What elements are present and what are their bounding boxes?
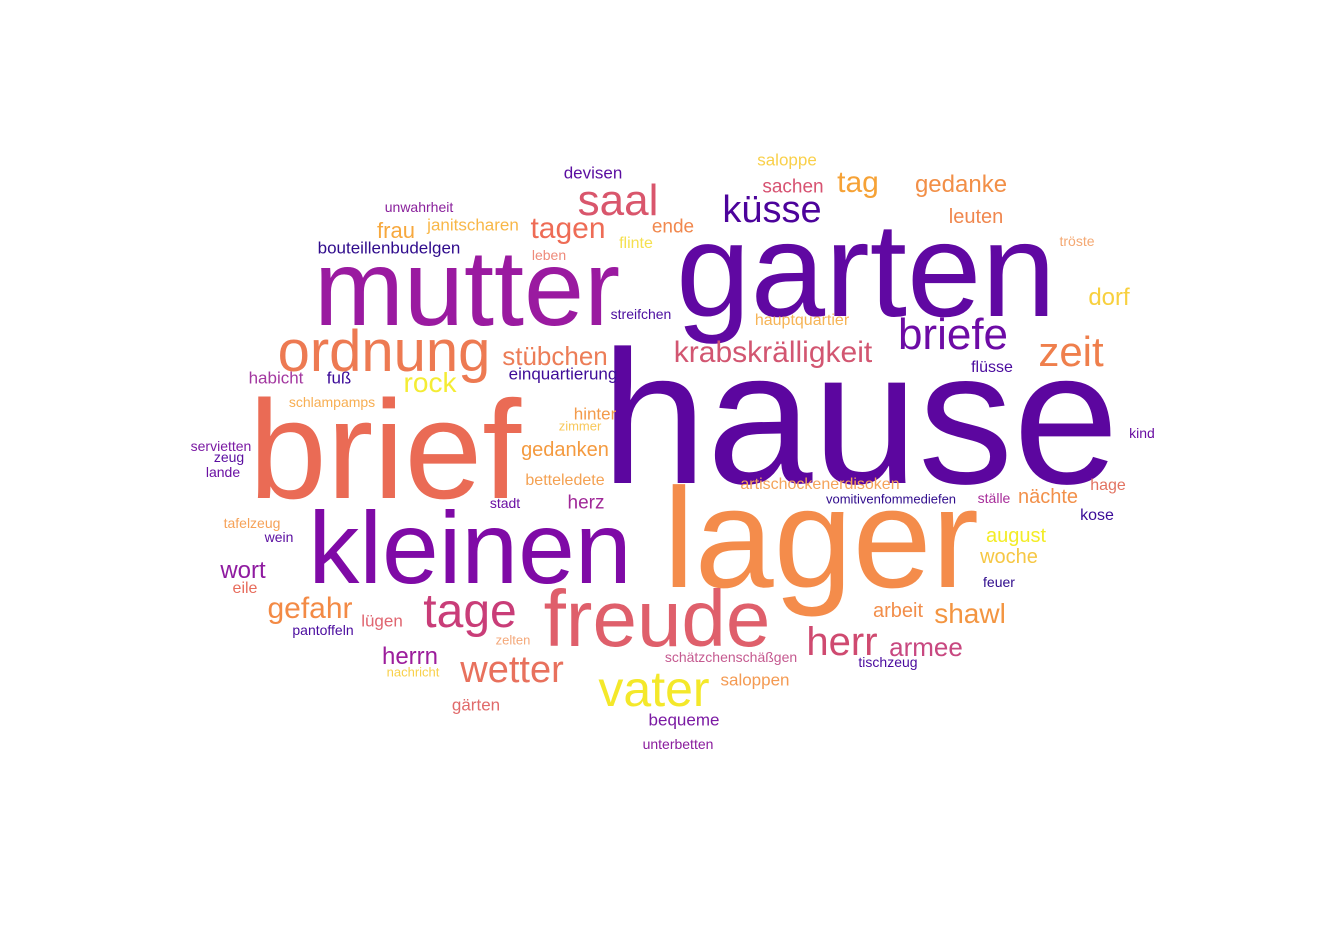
word: tischzeug [858,654,918,670]
word: flinte [619,235,653,252]
word: dorf [1088,284,1130,311]
word: bequeme [648,710,720,730]
word: hage [1090,477,1126,494]
word: zeit [1038,328,1104,375]
word: einquartierung [508,364,618,384]
word: flüsse [971,359,1013,376]
word: tagen [530,212,606,245]
word: hause [601,312,1119,524]
word: zimmer [558,418,602,434]
word: brief [248,371,522,528]
word: bouteillenbudelgen [317,238,461,258]
word: sachen [762,176,824,198]
word: schätzchenschäßgen [664,649,798,665]
word: lager [663,459,979,618]
word: hauptquartier [754,312,850,329]
word: janitscharen [427,215,519,235]
word: tag [837,166,879,199]
word: lügen [361,611,403,631]
word: feuer [983,574,1015,590]
word: tage [423,585,517,638]
word: küsse [722,189,822,231]
word: ende [651,216,695,238]
word: ställe [977,490,1011,506]
word: stadt [489,495,521,511]
word: artischockenerdisoken [740,476,900,493]
word: tafelzeug [223,515,281,531]
word: mutter [313,227,621,348]
word: zeug [213,449,245,465]
word: kleinen [308,491,632,605]
word: pantoffeln [292,622,354,638]
word: saal [577,176,659,225]
word: vater [598,661,710,717]
word: gärten [451,695,501,715]
word: garten [676,196,1056,345]
word: gedanke [914,171,1008,198]
word: nachricht [386,664,440,680]
word: krabskrälligkeit [673,336,873,369]
word: betteledete [525,472,605,489]
word: august [985,525,1047,547]
word: briefe [897,310,1009,359]
word: kind [1129,425,1155,441]
word: streifchen [610,306,672,322]
word: wetter [460,649,564,691]
word: saloppen [720,670,790,690]
word: ordnung [277,319,491,384]
word: gefahr [267,592,353,625]
word: servietten [190,438,252,454]
word: frau [377,218,415,243]
word: herz [567,492,605,514]
word: stübchen [502,341,608,371]
word: shawl [934,598,1006,629]
word: eile [232,580,258,597]
word: herrn [381,643,439,670]
word: lande [205,464,241,480]
word: wein [264,529,294,545]
word: rock [403,367,457,398]
word: nächte [1017,486,1079,508]
word: unwahrheit [384,199,454,215]
word: schlampamps [288,394,376,410]
word: woche [980,546,1038,568]
word: fuß [326,368,352,388]
word: saloppe [757,150,817,170]
word: arbeit [872,600,924,622]
word: unterbetten [642,736,714,752]
word: freude [543,574,771,663]
word: habicht [248,368,304,388]
word: leuten [948,206,1004,228]
word: wort [220,557,266,584]
word: armee [889,632,963,662]
word: vomitivenfommediefen [825,491,957,507]
word: kose [1080,507,1114,524]
word: tröste [1059,233,1095,249]
word: gedanken [521,439,609,461]
word: leben [531,247,567,263]
word: hinter [573,404,617,424]
word: devisen [563,163,623,183]
word: herr [806,620,878,664]
word: zelten [495,632,531,648]
